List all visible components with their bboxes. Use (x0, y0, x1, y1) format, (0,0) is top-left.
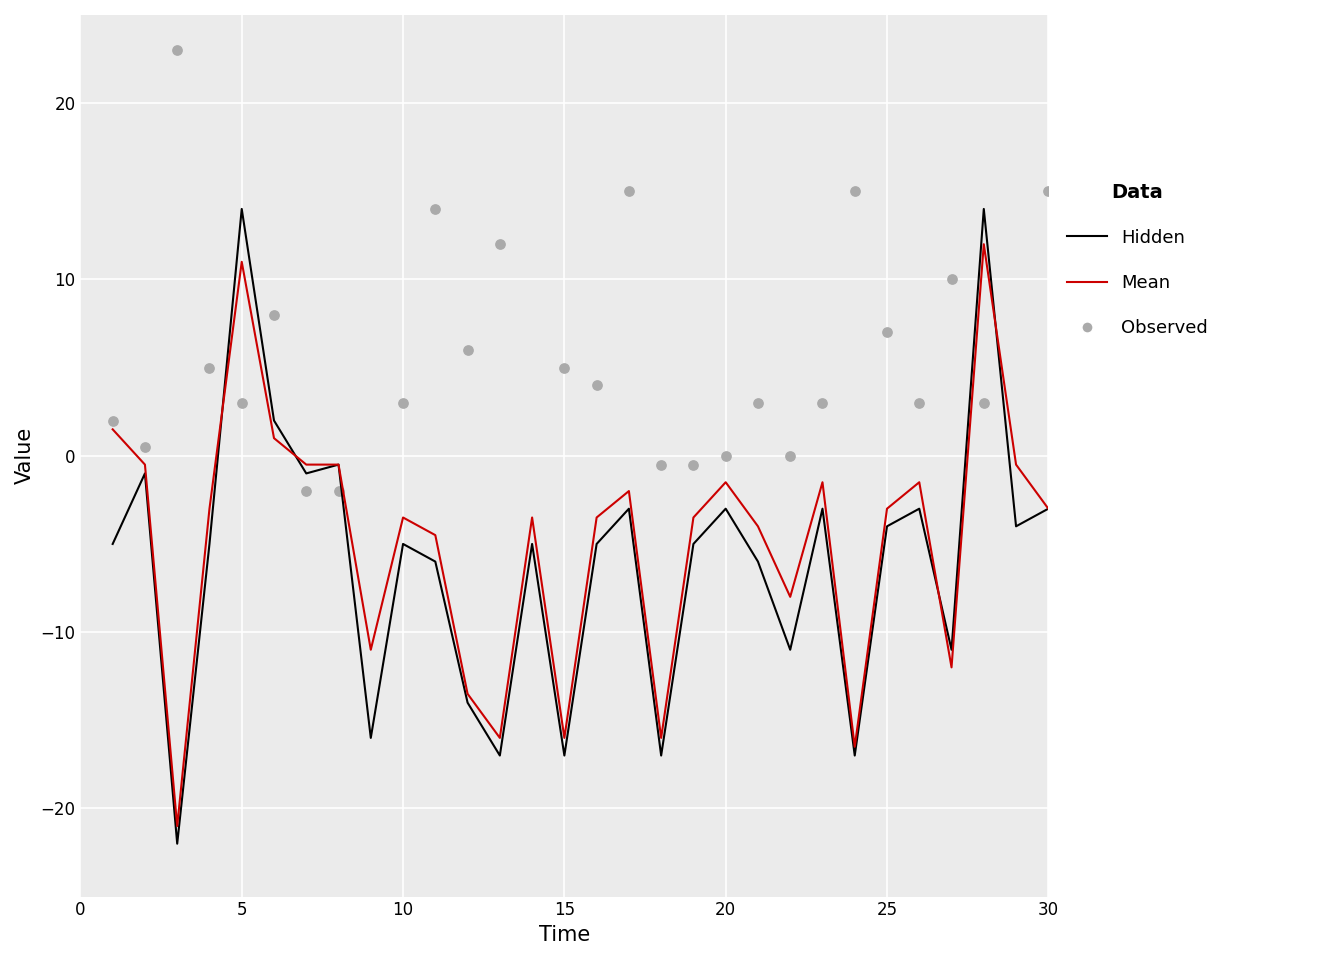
Point (457, 343, 478, 358)
Point (747, 396, 769, 411)
Point (167, 42, 188, 58)
Point (1038, 183, 1059, 199)
Point (489, 236, 511, 252)
Point (618, 183, 640, 199)
Point (296, 484, 317, 499)
Point (586, 377, 607, 393)
Point (780, 448, 801, 464)
Point (199, 360, 220, 375)
Point (941, 272, 962, 287)
Point (134, 440, 156, 455)
X-axis label: Time: Time (539, 925, 590, 945)
Point (425, 202, 446, 217)
Point (715, 448, 737, 464)
Legend: Hidden, Mean, Observed: Hidden, Mean, Observed (1067, 182, 1208, 337)
Point (263, 307, 285, 323)
Point (392, 396, 414, 411)
Y-axis label: Value: Value (15, 427, 35, 485)
Point (876, 324, 898, 340)
Point (650, 457, 672, 472)
Point (812, 396, 833, 411)
Point (554, 360, 575, 375)
Point (973, 396, 995, 411)
Point (683, 457, 704, 472)
Point (909, 396, 930, 411)
Point (231, 396, 253, 411)
Point (102, 413, 124, 428)
Point (844, 183, 866, 199)
Point (328, 484, 349, 499)
